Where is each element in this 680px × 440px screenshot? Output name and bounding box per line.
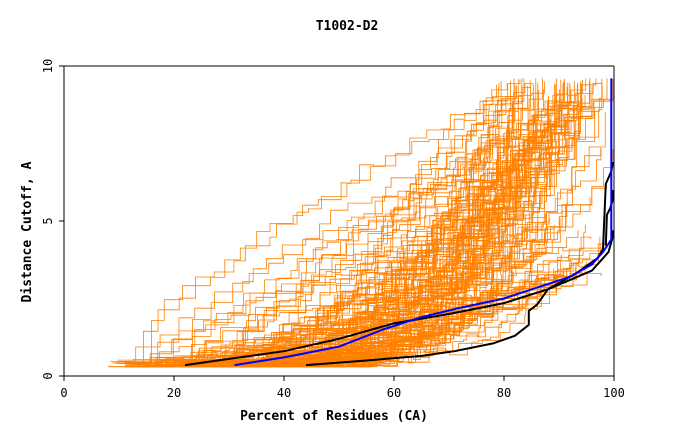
model-curve (191, 147, 602, 368)
y-tick-label: 0 (41, 372, 55, 379)
series-line-blue (234, 78, 613, 367)
model-curve (124, 83, 534, 364)
x-tick-label: 20 (167, 386, 181, 400)
model-curve (133, 141, 557, 364)
model-curve (225, 82, 603, 365)
x-axis-label: Percent of Residues (CA) (240, 409, 428, 424)
model-curve (240, 215, 547, 368)
model-curve (296, 89, 539, 368)
model-curve (116, 82, 571, 368)
x-tick-label: 60 (387, 386, 401, 400)
model-curve (320, 214, 526, 368)
series-line-black-lower (305, 230, 614, 367)
y-ticks: 0 5 10 (41, 59, 64, 380)
series-line-black-tail (604, 190, 614, 246)
model-curve (207, 83, 500, 367)
y-tick-label: 10 (41, 59, 55, 73)
model-curve (246, 78, 603, 368)
highlighted-curves (184, 78, 614, 367)
x-tick-label: 0 (60, 386, 67, 400)
model-curve (288, 78, 608, 364)
model-curve (134, 143, 498, 364)
model-curve (139, 257, 580, 368)
x-tick-label: 100 (603, 386, 625, 400)
y-tick-label: 5 (41, 217, 55, 224)
x-tick-label: 40 (277, 386, 291, 400)
model-curve (302, 124, 508, 365)
model-curve (315, 221, 515, 364)
model-curve (135, 80, 565, 368)
model-curve (117, 78, 612, 364)
x-tick-label: 80 (497, 386, 511, 400)
series-line-black-upper (184, 161, 614, 367)
model-curves (108, 78, 614, 368)
model-curve (145, 255, 599, 367)
x-ticks: 0 20 40 60 80 100 (60, 376, 625, 400)
model-curve (157, 137, 505, 368)
model-curve (265, 170, 520, 368)
model-curve (271, 78, 597, 364)
model-curve (112, 81, 545, 364)
model-curve (136, 164, 540, 368)
model-curve (125, 91, 591, 368)
model-curve (132, 270, 562, 368)
model-curve (306, 80, 531, 366)
model-curve (138, 101, 514, 365)
y-axis-label: Distance Cutoff, A (20, 161, 35, 302)
chart-title: T1002-D2 (316, 19, 379, 34)
model-curve (149, 95, 549, 365)
model-curve (286, 82, 569, 367)
